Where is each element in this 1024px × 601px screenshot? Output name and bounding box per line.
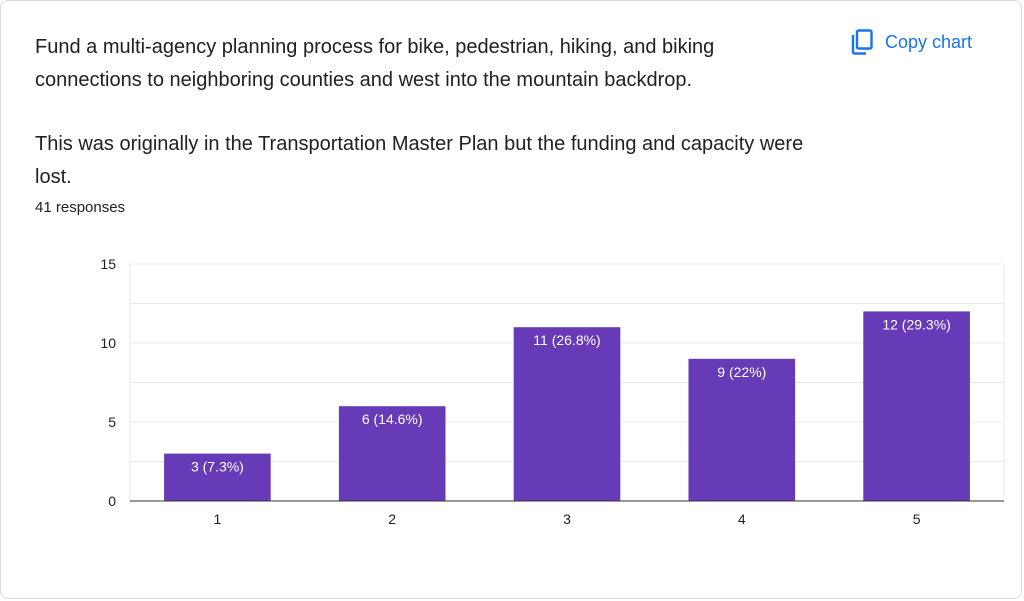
bar-data-label: 9 (22%) [717, 364, 766, 380]
bar-data-label: 3 (7.3%) [191, 459, 244, 475]
bar-data-label: 12 (29.3%) [882, 316, 950, 332]
response-count: 41 responses [35, 199, 126, 216]
bar [338, 406, 446, 501]
bar [164, 453, 271, 501]
copy-chart-label: Copy chart [885, 31, 973, 52]
question-paragraph-2: This was originally in the Transportatio… [35, 133, 804, 188]
y-tick-label: 10 [100, 335, 116, 351]
y-tick-label: 15 [100, 256, 116, 272]
x-tick-label: 5 [913, 511, 921, 527]
bar-data-label: 6 (14.6%) [362, 411, 423, 427]
bar-data-label: 11 (26.8%) [533, 332, 600, 348]
x-tick-label: 3 [563, 511, 571, 527]
bar [688, 358, 796, 501]
bar [513, 327, 621, 501]
x-tick-label: 1 [214, 511, 222, 527]
copy-chart-button[interactable]: Copy chart [843, 25, 980, 59]
copy-icon [851, 29, 873, 55]
question-title: Fund a multi-agency planning process for… [35, 31, 815, 194]
y-tick-label: 5 [108, 414, 116, 430]
question-paragraph-1: Fund a multi-agency planning process for… [35, 36, 715, 91]
x-tick-label: 2 [388, 511, 396, 527]
y-tick-label: 0 [108, 493, 116, 509]
bar [863, 311, 970, 501]
x-tick-label: 4 [738, 511, 746, 527]
